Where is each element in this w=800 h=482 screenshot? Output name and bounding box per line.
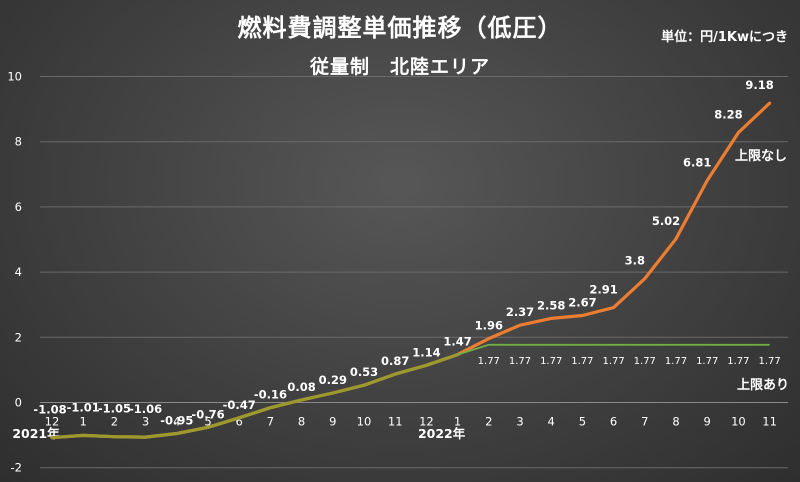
x-tick-label: 7 (641, 415, 648, 429)
data-label: -1.01 (67, 400, 100, 414)
data-label: -0.16 (254, 388, 287, 402)
x-tick-label: 3 (516, 415, 523, 429)
data-label: 0.29 (319, 373, 347, 387)
data-label: 1.14 (412, 345, 440, 359)
x-tick-label: 2 (485, 415, 492, 429)
data-label-capped: 1.77 (665, 356, 687, 367)
data-label: 3.8 (625, 254, 645, 268)
x-tick-label: 8 (298, 415, 305, 429)
data-label: 0.08 (287, 380, 315, 394)
x-tick-label: 6 (610, 415, 617, 429)
x-tick-label: 4 (173, 415, 180, 429)
y-tick-label: -2 (11, 461, 22, 475)
unit-note: 単位：円/1Kwにつき (661, 30, 788, 45)
x-tick-label: 5 (204, 415, 211, 429)
x-tick-label: 12 (419, 415, 434, 429)
x-tick-label: 11 (762, 415, 777, 429)
x-tick-label: 9 (704, 415, 711, 429)
data-label: -1.08 (33, 403, 66, 417)
data-label-capped: 1.77 (602, 356, 624, 367)
data-label: 6.81 (683, 155, 711, 169)
x-tick-label: 6 (236, 415, 243, 429)
x-tick-label: 4 (548, 415, 555, 429)
data-label: -0.95 (160, 413, 193, 427)
data-label: 0.53 (350, 365, 378, 379)
data-label: 0.87 (381, 354, 409, 368)
x-tick-label: 5 (579, 415, 586, 429)
data-label: 2.58 (537, 298, 565, 312)
y-tick-label: 0 (15, 396, 22, 410)
x-tick-label: 8 (672, 415, 679, 429)
y-tick-label: 6 (15, 200, 22, 214)
data-label-capped: 1.77 (758, 356, 780, 367)
series-label-no-cap: 上限なし (735, 149, 787, 164)
x-tick-label: 7 (267, 415, 274, 429)
data-label-capped: 1.77 (634, 356, 656, 367)
data-label: 2.67 (568, 295, 596, 309)
data-label-capped: 1.77 (727, 356, 749, 367)
y-tick-label: 8 (15, 135, 22, 149)
series-label-cap: 上限あり (737, 378, 789, 393)
data-label-capped: 1.77 (571, 356, 593, 367)
x-tick-label: 12 (45, 415, 60, 429)
data-label-capped: 1.77 (696, 356, 718, 367)
y-tick-label: 10 (7, 70, 22, 84)
year-label: 2022年 (418, 426, 466, 441)
data-label: 2.91 (589, 283, 617, 297)
data-label: -0.76 (191, 407, 224, 421)
series-line-cap (457, 343, 770, 356)
year-label: 2021年 (12, 426, 60, 441)
chart-subtitle: 従量制 北陸エリア (309, 56, 490, 78)
data-label-capped: 1.77 (509, 356, 531, 367)
x-tick-label: 10 (731, 415, 746, 429)
y-tick-label: 2 (15, 330, 22, 344)
x-tick-label: 3 (142, 415, 149, 429)
series-line-no-cap (50, 101, 772, 440)
x-tick-label: 1 (80, 415, 87, 429)
series-line-shared (50, 353, 460, 440)
data-label: 1.47 (443, 335, 471, 349)
data-label: -1.06 (129, 402, 162, 416)
data-label: -0.47 (223, 398, 256, 412)
data-label: 8.28 (714, 108, 742, 122)
x-tick-label: 1 (454, 415, 461, 429)
data-label: 5.02 (652, 214, 680, 228)
y-tick-label: 4 (15, 265, 22, 279)
data-label: 9.18 (745, 78, 773, 92)
x-tick-label: 11 (388, 415, 403, 429)
data-label-capped: 1.77 (540, 356, 562, 367)
data-label: -1.05 (98, 402, 131, 416)
x-tick-label: 2 (111, 415, 118, 429)
data-label: 1.96 (475, 319, 503, 333)
x-tick-label: 10 (357, 415, 372, 429)
data-label: 2.37 (506, 305, 534, 319)
data-label-capped: 1.77 (478, 356, 500, 367)
x-tick-label: 9 (329, 415, 336, 429)
chart-title: 燃料費調整単価推移（低圧） (237, 14, 563, 42)
